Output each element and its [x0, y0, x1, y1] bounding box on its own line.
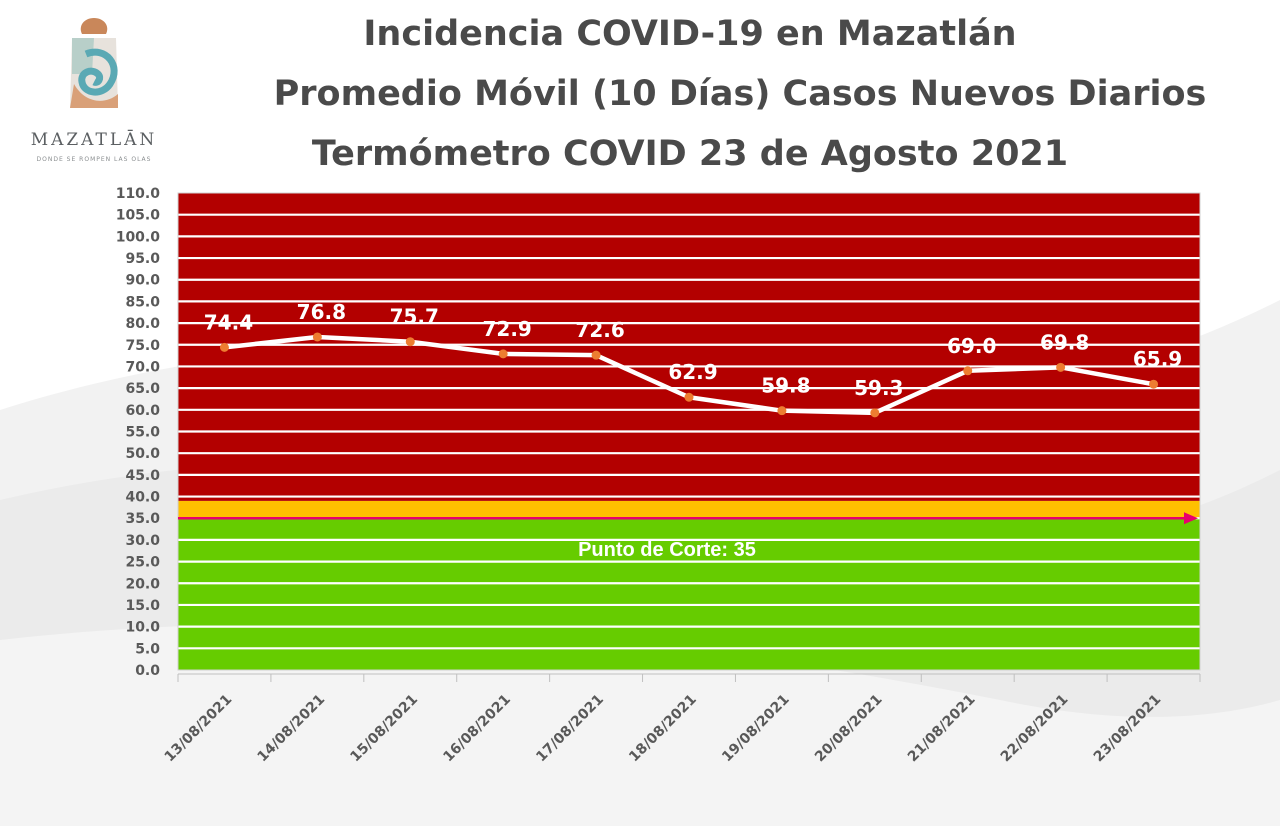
y-tick-label: 25.0 — [125, 555, 160, 571]
data-label: 76.8 — [297, 300, 346, 324]
data-point — [219, 342, 229, 352]
x-tick-label: 22/08/2021 — [998, 692, 1072, 766]
data-point — [684, 392, 694, 402]
y-tick-label: 100.0 — [116, 229, 161, 245]
data-label: 74.4 — [204, 310, 253, 334]
data-point — [1056, 362, 1066, 372]
zone-band-0 — [178, 518, 1200, 670]
x-tick-label: 17/08/2021 — [533, 692, 607, 766]
y-tick-label: 70.0 — [125, 359, 160, 375]
y-tick-label: 15.0 — [125, 598, 160, 614]
y-tick-label: 60.0 — [125, 403, 160, 419]
chart-title-line-3: Termómetro COVID 23 de Agosto 2021 — [311, 134, 1069, 174]
y-tick-label: 85.0 — [125, 294, 160, 310]
data-point — [591, 350, 601, 360]
zone-band-2 — [178, 193, 1200, 501]
data-label: 65.9 — [1133, 347, 1182, 371]
data-label: 72.9 — [483, 317, 532, 341]
y-tick-label: 50.0 — [125, 446, 160, 462]
y-tick-label: 45.0 — [125, 468, 160, 484]
data-point — [312, 332, 322, 342]
chart-title-line-2: Promedio Móvil (10 Días) Casos Nuevos Di… — [273, 74, 1207, 114]
x-tick-label: 15/08/2021 — [347, 692, 421, 766]
x-tick-label: 13/08/2021 — [162, 692, 236, 766]
cutoff-arrow-icon — [1184, 512, 1198, 525]
wave-emblem-icon — [70, 18, 118, 108]
y-tick-label: 35.0 — [125, 511, 160, 527]
plot-border — [177, 192, 1201, 671]
y-tick-label: 75.0 — [125, 338, 160, 354]
x-tick-label: 20/08/2021 — [812, 692, 886, 766]
y-tick-label: 90.0 — [125, 273, 160, 289]
logo-tagline: DONDE SE ROMPEN LAS OLAS — [36, 156, 152, 163]
data-label: 75.7 — [390, 305, 439, 329]
y-tick-label: 40.0 — [125, 490, 160, 506]
data-label: 72.6 — [575, 318, 624, 342]
data-point — [963, 366, 973, 376]
x-tick-label: 21/08/2021 — [905, 692, 979, 766]
x-tick-label: 16/08/2021 — [440, 692, 514, 766]
y-tick-label: 110.0 — [116, 186, 161, 202]
chart-title-line-1: Incidencia COVID-19 en Mazatlán — [363, 14, 1017, 54]
data-label: 59.3 — [854, 376, 903, 400]
y-tick-label: 10.0 — [125, 620, 160, 636]
data-label: 62.9 — [668, 360, 717, 384]
y-tick-label: 55.0 — [125, 425, 160, 441]
mazatlan-logo: MAZATLĀN DONDE SE ROMPEN LAS OLAS — [14, 14, 174, 174]
data-point — [405, 337, 415, 347]
y-tick-label: 30.0 — [125, 533, 160, 549]
x-tick-label: 23/08/2021 — [1091, 692, 1165, 766]
data-point — [870, 408, 880, 418]
x-tick-label: 14/08/2021 — [255, 692, 329, 766]
y-tick-label: 20.0 — [125, 576, 160, 592]
y-tick-label: 0.0 — [135, 663, 160, 679]
y-tick-label: 105.0 — [116, 208, 161, 224]
y-tick-label: 95.0 — [125, 251, 160, 267]
data-point — [1149, 379, 1159, 389]
data-label: 59.8 — [761, 374, 810, 398]
cutoff-label: Punto de Corte: 35 — [578, 539, 756, 561]
logo-wordmark: MAZATLĀN — [30, 130, 158, 150]
x-tick-label: 19/08/2021 — [719, 692, 793, 766]
y-tick-label: 80.0 — [125, 316, 160, 332]
data-label: 69.8 — [1040, 330, 1089, 354]
data-point — [777, 406, 787, 416]
x-tick-label: 18/08/2021 — [626, 692, 700, 766]
y-tick-label: 65.0 — [125, 381, 160, 397]
data-label: 69.0 — [947, 334, 996, 358]
zone-band-1 — [178, 500, 1200, 519]
data-point — [498, 349, 508, 359]
y-tick-label: 5.0 — [135, 641, 160, 657]
